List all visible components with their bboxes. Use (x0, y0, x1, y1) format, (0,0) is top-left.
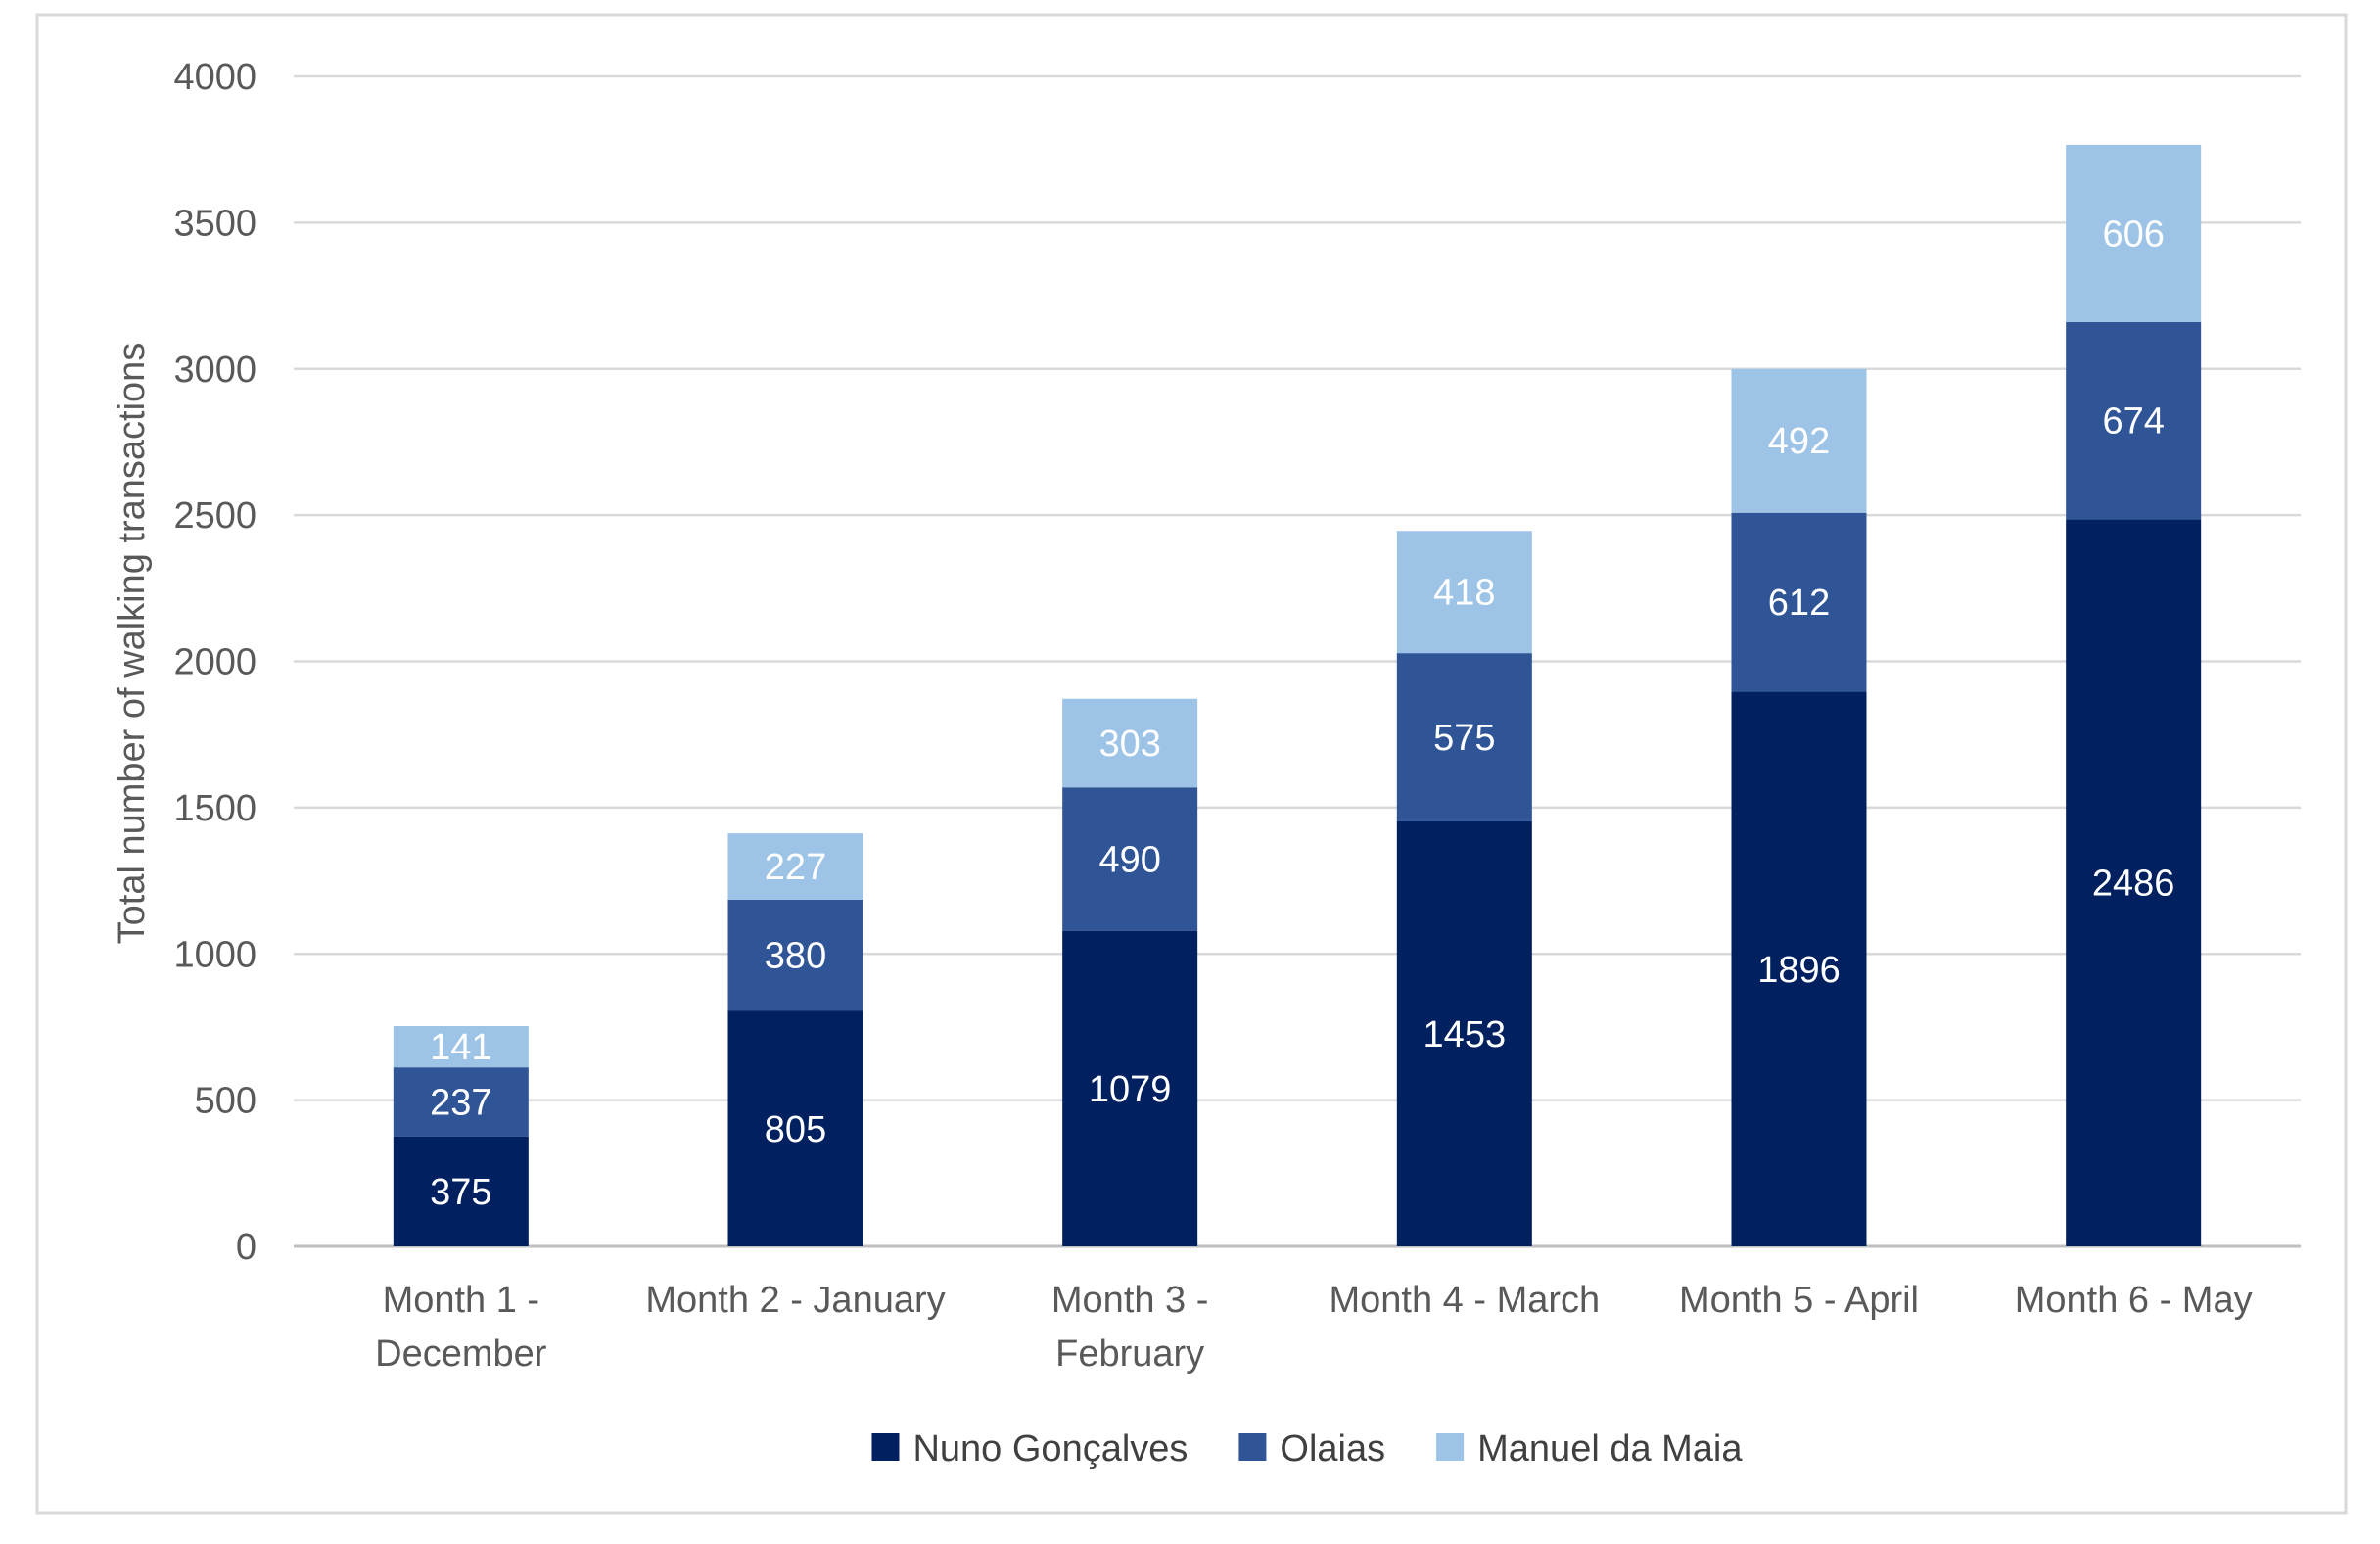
bar-segment-nuno-gon-alves (1731, 691, 1867, 1246)
y-tick-label: 3500 (173, 203, 257, 244)
y-tick-label: 3000 (173, 350, 257, 391)
y-tick-label: 1500 (173, 788, 257, 829)
data-labels: 375 237 141 805 380 227 1079 490 303 1453 575 418 18… (430, 213, 2174, 1213)
x-tick-label: Month 5 - April (1679, 1280, 1919, 1321)
bar-segment-manuel-da-maia (2066, 144, 2202, 322)
data-label: 237 (430, 1083, 491, 1124)
x-tick-label: Month 3 - (1051, 1280, 1209, 1321)
x-tick-label: Month 1 - (383, 1280, 540, 1321)
data-label: 805 (765, 1109, 826, 1150)
legend-item: Olaias (1238, 1428, 1385, 1470)
y-tick-label: 2500 (173, 495, 257, 537)
bar-segment-nuno-gon-alves (727, 1010, 863, 1246)
legend-swatch (871, 1433, 900, 1461)
y-axis-title: Total number of walking transactions (112, 343, 153, 945)
bar-segment-olaias (393, 1067, 529, 1137)
x-tick-label: December (375, 1333, 547, 1375)
legend-label: Nuno Gonçalves (912, 1428, 1188, 1470)
data-label: 612 (1768, 583, 1830, 624)
data-label: 1079 (1089, 1069, 1172, 1110)
legend-label: Olaias (1280, 1428, 1385, 1470)
y-axis-ticks: 0 500 1000 1500 2000 2500 3000 3500 4000 (173, 57, 257, 1268)
bar-segment-nuno-gon-alves (393, 1136, 529, 1246)
legend: Nuno Gonçalves Olaias Manuel da Maia (871, 1428, 1743, 1470)
bar-segment-olaias (1062, 787, 1198, 931)
y-tick-label: 4000 (173, 57, 257, 98)
data-label: 141 (430, 1027, 491, 1068)
data-label: 492 (1768, 421, 1830, 462)
data-label: 227 (765, 847, 826, 888)
y-tick-label: 500 (195, 1081, 257, 1122)
x-tick-label: February (1055, 1333, 1204, 1375)
bar-segment-manuel-da-maia (727, 833, 863, 900)
bar-segment-nuno-gon-alves (1396, 820, 1532, 1246)
data-label: 418 (1433, 573, 1495, 614)
y-tick-label: 1000 (173, 934, 257, 975)
data-label: 303 (1098, 724, 1160, 765)
bar-segment-manuel-da-maia (393, 1026, 529, 1068)
legend-label: Manuel da Maia (1477, 1428, 1743, 1470)
bar-segment-olaias (1731, 512, 1867, 692)
data-label: 2486 (2092, 864, 2175, 905)
legend-item: Manuel da Maia (1436, 1428, 1743, 1470)
data-label: 375 (430, 1172, 491, 1213)
bars (393, 144, 2202, 1246)
x-tick-label: Month 2 - January (645, 1280, 945, 1321)
data-label: 674 (2102, 401, 2164, 443)
x-axis-categories: Month 1 - December Month 2 - January Month … (375, 1280, 2252, 1375)
legend-swatch (1436, 1433, 1465, 1461)
x-tick-label: Month 4 - March (1330, 1280, 1601, 1321)
y-tick-label: 2000 (173, 642, 257, 683)
bar-segment-manuel-da-maia (1731, 368, 1867, 513)
bar-segment-olaias (2066, 321, 2202, 520)
bar-segment-manuel-da-maia (1396, 531, 1532, 654)
gridlines (294, 74, 2301, 1248)
data-label: 490 (1098, 839, 1160, 880)
legend-item: Nuno Gonçalves (871, 1428, 1188, 1470)
bar-segment-nuno-gon-alves (2066, 519, 2202, 1246)
data-label: 1896 (1757, 950, 1841, 991)
bar-segment-nuno-gon-alves (1062, 930, 1198, 1246)
y-tick-label: 0 (236, 1227, 257, 1268)
data-label: 1453 (1423, 1014, 1507, 1055)
data-label: 606 (2102, 213, 2164, 255)
bar-segment-manuel-da-maia (1062, 698, 1198, 788)
legend-swatch (1238, 1433, 1267, 1461)
bar-segment-olaias (727, 899, 863, 1011)
data-label: 575 (1433, 718, 1495, 759)
data-label: 380 (765, 936, 826, 977)
bar-segment-olaias (1396, 653, 1532, 821)
x-tick-label: Month 6 - May (2015, 1280, 2253, 1321)
